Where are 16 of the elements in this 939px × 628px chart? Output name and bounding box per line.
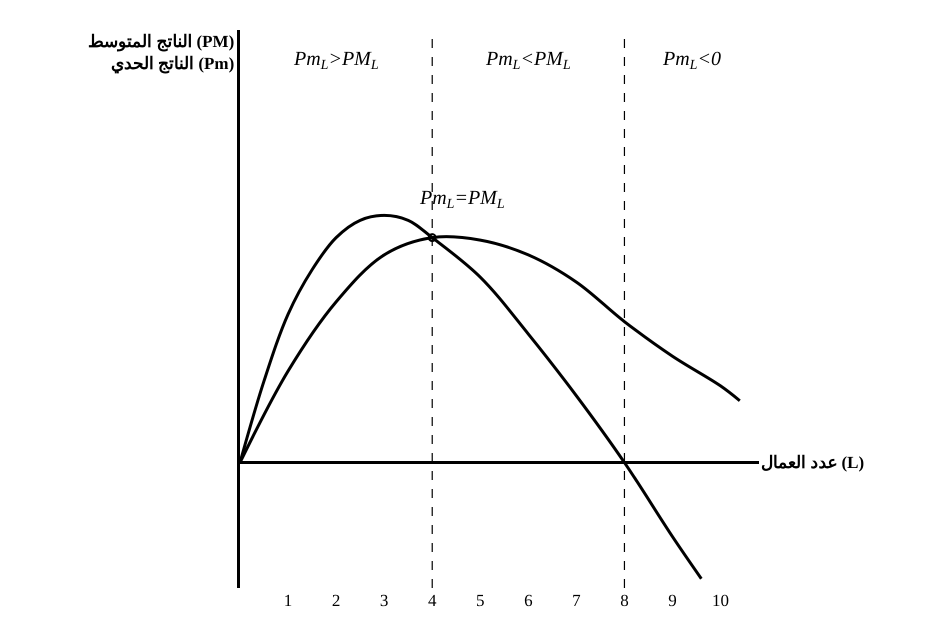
x-tick-label: 2 (332, 591, 340, 610)
text: Pm$_{L}$>PM$_{L}$ (293, 48, 379, 74)
x-tick-label: 3 (380, 591, 388, 610)
x-tick-label: 4 (428, 591, 437, 610)
text: الناتج المتوسط (PM) الناتج الحدي (Pm) (88, 32, 234, 74)
x-tick-label: 6 (524, 591, 533, 610)
annotation: Pm$_{L}$=PM$_{L}$ (419, 187, 505, 212)
text: Pm$_{L}$<0 (662, 48, 721, 74)
x-tick-label: 7 (572, 591, 582, 610)
x-tick-label: 10 (712, 591, 730, 610)
x-axis-title: عدد العمال (L) (761, 453, 864, 472)
text: Pm$_{L}$<PM$_{L}$ (485, 48, 571, 74)
x-tick-label: 1 (284, 591, 292, 610)
x-tick-label: 9 (668, 591, 677, 610)
x-tick-label: 5 (476, 591, 485, 610)
x-tick-label: 8 (620, 591, 629, 610)
